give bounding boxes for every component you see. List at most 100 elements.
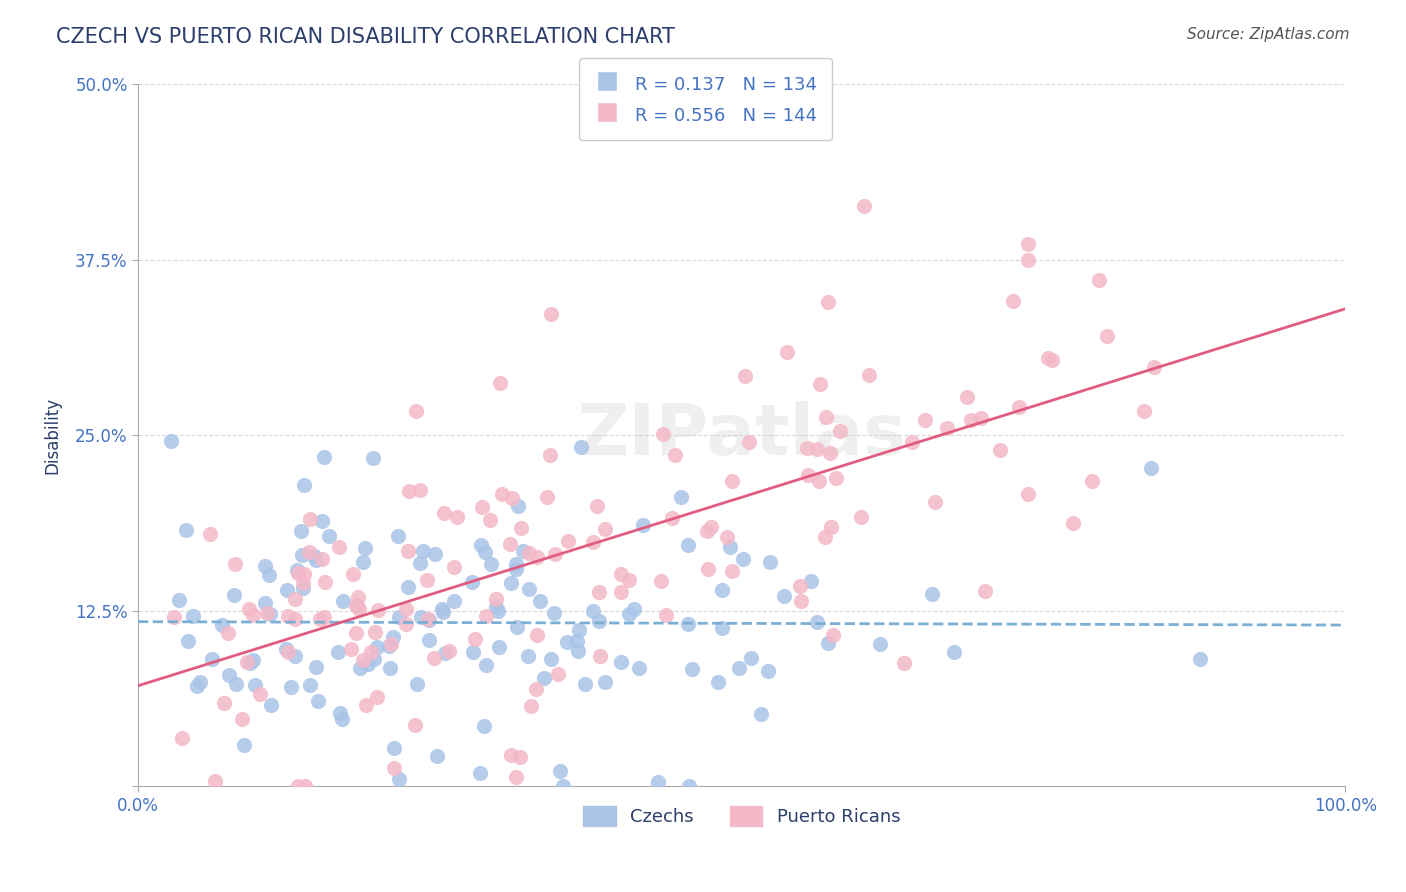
Point [569,440,592,454]
Point [361,451,384,466]
Point [538,448,561,462]
Point [443,560,465,574]
Point [1081,474,1104,488]
Point [733,551,755,566]
Point [628,661,651,675]
Point [472,719,495,733]
Point [277,645,299,659]
Point [678,538,700,552]
Point [363,652,385,666]
Point [647,774,669,789]
Point [328,645,350,659]
Point [506,620,529,634]
Point [821,628,844,642]
Point [588,614,610,628]
Point [183,609,205,624]
Point [536,490,558,504]
Point [1017,487,1039,501]
Point [256,606,278,620]
Point [287,780,309,794]
Point [423,547,446,561]
Point [212,696,235,710]
Point [217,626,239,640]
Point [589,648,612,663]
Point [340,641,363,656]
Point [299,512,322,526]
Point [567,644,589,658]
Point [186,679,208,693]
Point [557,533,579,548]
Point [366,690,388,704]
Point [332,594,354,608]
Point [478,513,501,527]
Point [619,607,641,622]
Point [200,526,222,541]
Point [418,613,440,627]
Point [499,576,522,591]
Point [418,612,440,626]
Point [416,574,439,588]
Point [655,607,678,622]
Point [678,780,700,794]
Point [398,483,420,498]
Point [796,467,818,482]
Point [509,750,531,764]
Point [505,770,527,784]
Point [174,523,197,537]
Point [817,636,839,650]
Point [489,376,512,390]
Point [249,687,271,701]
Point [346,626,368,640]
Point [807,475,830,489]
Point [349,602,371,616]
Point [849,509,872,524]
Point [380,661,402,675]
Point [485,599,508,614]
Point [446,510,468,524]
Point [619,574,641,588]
Point [650,574,672,589]
Point [231,712,253,726]
Point [259,698,281,713]
Point [567,634,589,648]
Point [381,630,404,644]
Point [405,404,427,418]
Point [299,678,322,692]
Point [432,605,454,619]
Point [388,772,411,786]
Point [396,580,419,594]
Point [309,612,332,626]
Point [631,518,654,533]
Point [305,659,328,673]
Point [461,645,484,659]
Point [1036,351,1059,365]
Point [298,545,321,559]
Point [290,524,312,538]
Point [396,544,419,558]
Point [259,607,281,622]
Point [970,411,993,425]
Point [734,369,756,384]
Point [291,581,314,595]
Point [287,566,309,581]
Point [588,584,610,599]
Point [470,538,492,552]
Point [188,675,211,690]
Point [218,668,240,682]
Point [1008,400,1031,414]
Point [412,544,434,558]
Point [163,609,186,624]
Point [581,535,603,549]
Point [664,448,686,462]
Point [200,652,222,666]
Point [526,628,548,642]
Point [720,475,742,489]
Point [529,594,551,608]
Point [815,410,838,425]
Point [292,478,315,492]
Point [501,491,523,506]
Point [349,660,371,674]
Point [222,588,245,602]
Point [344,598,367,612]
Point [352,653,374,667]
